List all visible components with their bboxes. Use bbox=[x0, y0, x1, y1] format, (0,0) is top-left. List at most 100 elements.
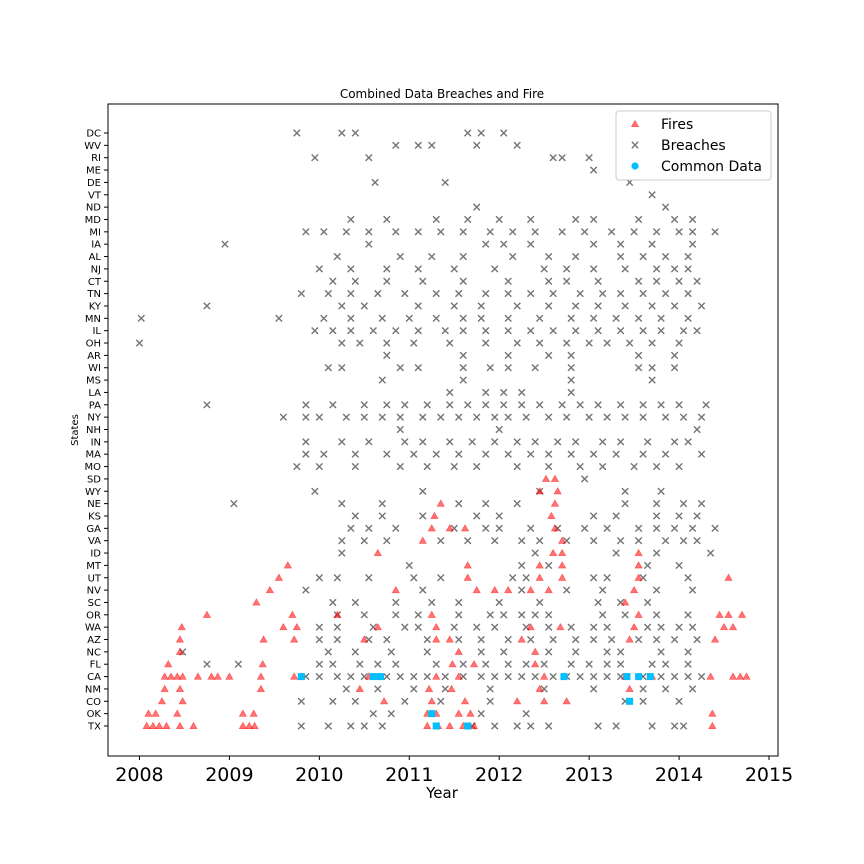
breaches-point bbox=[311, 326, 319, 335]
breaches-point bbox=[383, 277, 391, 285]
breaches-point bbox=[342, 228, 351, 236]
breaches-point bbox=[509, 228, 517, 236]
breaches-point bbox=[504, 413, 512, 421]
breaches-point bbox=[374, 289, 382, 298]
breaches-point bbox=[522, 660, 530, 668]
fires-point bbox=[175, 684, 185, 692]
breaches-point bbox=[657, 648, 665, 656]
breaches-point bbox=[684, 265, 692, 273]
breaches-point bbox=[562, 277, 571, 285]
breaches-point bbox=[549, 635, 557, 644]
fires-point bbox=[625, 635, 634, 643]
breaches-point bbox=[616, 289, 625, 298]
breaches-point bbox=[571, 252, 580, 261]
fires-point bbox=[391, 585, 400, 594]
breaches-point bbox=[603, 413, 611, 421]
breaches-point bbox=[137, 314, 145, 323]
breaches-point bbox=[356, 660, 364, 668]
y-tick-label: MD bbox=[85, 215, 102, 226]
fires-point bbox=[469, 660, 479, 668]
breaches-point bbox=[643, 561, 652, 570]
breaches-point bbox=[544, 722, 553, 730]
breaches-point bbox=[675, 462, 683, 471]
breaches-point bbox=[419, 277, 427, 285]
breaches-point bbox=[446, 401, 454, 409]
breaches-point bbox=[679, 722, 688, 730]
breaches-point bbox=[544, 623, 553, 631]
breaches-point bbox=[459, 660, 467, 668]
breaches-point bbox=[517, 536, 526, 545]
breaches-point bbox=[549, 326, 557, 335]
y-tick-label: AR bbox=[87, 351, 101, 362]
breaches-point bbox=[371, 178, 379, 187]
breaches-point bbox=[459, 252, 467, 261]
breaches-point bbox=[351, 512, 360, 520]
fires-point bbox=[535, 684, 544, 692]
breaches-point bbox=[464, 215, 472, 224]
breaches-point bbox=[369, 326, 377, 335]
breaches-point bbox=[477, 302, 485, 310]
fires-point bbox=[447, 684, 456, 692]
breaches-point bbox=[616, 401, 625, 409]
breaches-point bbox=[634, 524, 643, 533]
breaches-point bbox=[517, 561, 526, 570]
breaches-point bbox=[473, 512, 481, 520]
breaches-point bbox=[275, 314, 283, 323]
breaches-point bbox=[459, 326, 467, 335]
breaches-point bbox=[544, 351, 553, 360]
breaches-point bbox=[419, 586, 427, 594]
breaches-point bbox=[414, 364, 422, 372]
y-tick-label: OK bbox=[87, 709, 102, 720]
breaches-point bbox=[432, 289, 440, 298]
breaches-point bbox=[351, 648, 360, 656]
breaches-point bbox=[612, 512, 620, 520]
breaches-point bbox=[531, 228, 539, 236]
breaches-point bbox=[410, 574, 418, 582]
breaches-point bbox=[356, 339, 364, 347]
breaches-point bbox=[311, 487, 319, 495]
breaches-point bbox=[486, 611, 494, 619]
breaches-point bbox=[459, 364, 467, 372]
common-data-point bbox=[376, 673, 384, 681]
fires-point bbox=[225, 672, 234, 680]
breaches-point bbox=[580, 475, 589, 483]
breaches-point bbox=[473, 462, 481, 471]
y-tick-label: PA bbox=[89, 400, 101, 411]
breaches-point bbox=[589, 672, 598, 681]
breaches-point bbox=[419, 487, 427, 495]
breaches-point bbox=[423, 648, 431, 656]
breaches-point bbox=[580, 228, 589, 236]
fires-point bbox=[625, 684, 634, 692]
breaches-point bbox=[652, 265, 661, 273]
breaches-point bbox=[342, 413, 351, 421]
breaches-point bbox=[482, 524, 490, 533]
y-tick-label: MT bbox=[86, 561, 102, 572]
breaches-point bbox=[688, 240, 697, 248]
fires-point bbox=[549, 548, 558, 557]
fires-point bbox=[553, 487, 562, 495]
breaches-point bbox=[428, 141, 436, 150]
breaches-point bbox=[338, 499, 346, 508]
breaches-point bbox=[594, 401, 602, 409]
breaches-point bbox=[365, 240, 373, 248]
breaches-point bbox=[688, 685, 697, 693]
fires-point bbox=[178, 697, 187, 705]
y-tick-label: AL bbox=[89, 252, 102, 263]
breaches-point bbox=[517, 611, 526, 619]
breaches-point bbox=[589, 450, 598, 458]
breaches-point bbox=[675, 697, 683, 705]
common-data-point bbox=[626, 697, 634, 705]
breaches-point bbox=[302, 228, 310, 236]
y-tick-label: LA bbox=[88, 388, 101, 399]
fires-point bbox=[526, 622, 535, 631]
breaches-point bbox=[639, 685, 647, 693]
breaches-point bbox=[675, 401, 683, 409]
fires-point bbox=[355, 684, 364, 692]
common-data-point bbox=[428, 710, 436, 718]
fires-point bbox=[173, 672, 182, 680]
breaches-point bbox=[639, 289, 647, 298]
breaches-point bbox=[482, 326, 490, 335]
breaches-point bbox=[540, 265, 548, 273]
breaches-point bbox=[598, 586, 607, 594]
